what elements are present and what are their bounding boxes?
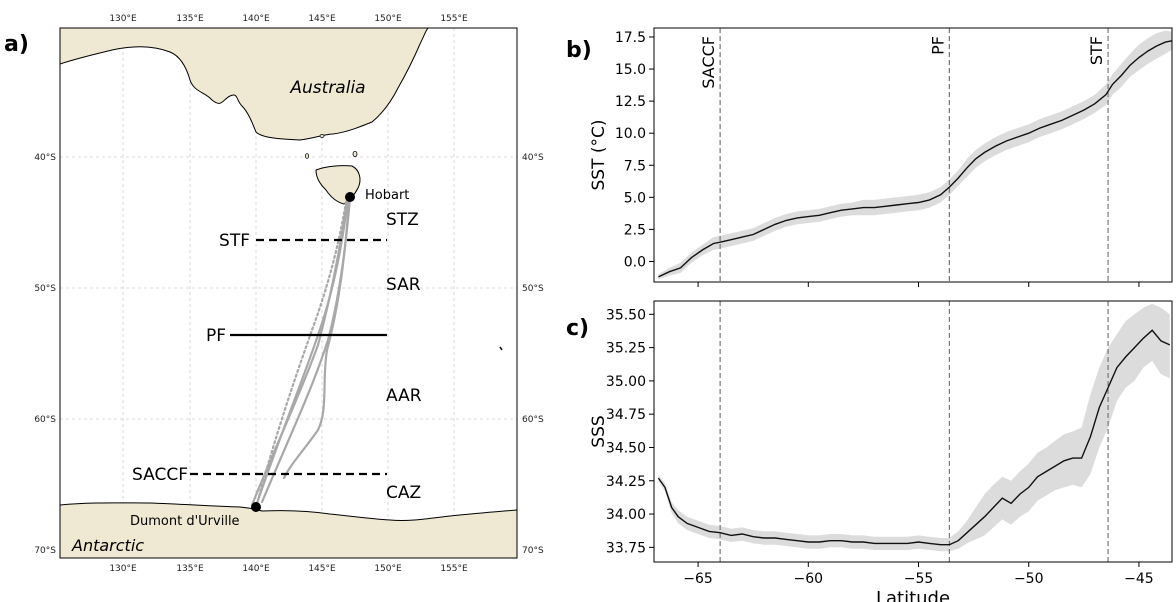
lat-tick-left: 60°S [34, 415, 56, 425]
y-tick-label: 33.75 [606, 540, 646, 556]
hobart-marker [345, 192, 355, 202]
lon-tick-top: 140°E [242, 14, 270, 24]
lon-tick-bottom: 155°E [440, 564, 468, 574]
lon-tick-bottom: 150°E [374, 564, 402, 574]
y-tick-label: 5.0 [624, 190, 646, 206]
lon-tick-bottom: 135°E [176, 564, 204, 574]
dumont-marker [251, 502, 261, 512]
y-tick-label: 0.0 [624, 254, 646, 270]
x-tick-label: −65 [683, 571, 713, 587]
y-tick-label: 12.5 [615, 94, 646, 110]
front-label-stf: STF [219, 231, 250, 251]
axes-frame [653, 27, 1173, 283]
lon-tick-top: 130°E [109, 14, 137, 24]
y-tick-label: 34.25 [606, 474, 646, 490]
dumont-label: Dumont d'Urville [130, 514, 240, 529]
front-label-saccf: SACCF [699, 36, 718, 89]
map-frame [59, 27, 518, 559]
x-tick-label: −60 [794, 571, 824, 587]
zone-label-caz: CAZ [386, 483, 421, 503]
y-tick-label: 34.75 [606, 407, 646, 423]
lon-tick-bottom: 140°E [242, 564, 270, 574]
sst-chart: SACCF PF STF 17.5 15.0 12.5 10.0 7.5 5.0 2.5 0.0 SS… [589, 27, 1173, 287]
lon-tick-top: 145°E [308, 14, 336, 24]
zone-label-sar: SAR [386, 275, 421, 295]
y-tick-label: 2.5 [624, 222, 646, 238]
axes-frame [653, 300, 1173, 563]
map-panel: Australia Antarctic Hobart Dumont d'Urvi… [34, 14, 544, 574]
panel-label-c: c) [566, 316, 590, 341]
y-tick-label: 35.25 [606, 341, 646, 357]
lon-tick-bottom: 145°E [308, 564, 336, 574]
island [319, 134, 325, 138]
y-tick-label: 15.0 [615, 62, 646, 78]
lat-tick-left: 70°S [34, 546, 56, 556]
hobart-label: Hobart [365, 188, 409, 203]
island [352, 150, 358, 157]
australia-landmass [60, 28, 429, 141]
antarctica-landmass [60, 502, 517, 558]
ship-track [256, 200, 348, 502]
x-tick-label: −45 [1124, 571, 1154, 587]
x-axis-label: Latitude [876, 588, 950, 602]
ship-tracks [250, 196, 352, 508]
panel-label-b: b) [566, 38, 592, 63]
island [304, 153, 309, 159]
lon-tick-top: 155°E [440, 14, 468, 24]
uncertainty-band [658, 303, 1170, 552]
sss-chart: 35.50 35.25 35.00 34.75 34.50 34.25 34.00 33.75… [589, 300, 1173, 602]
y-tick-label: 35.50 [606, 307, 646, 323]
panel-label-a: a) [4, 32, 29, 57]
y-tick-label: 35.00 [606, 374, 646, 390]
x-tick-label: −50 [1014, 571, 1044, 587]
front-label-saccf: SACCF [132, 465, 188, 485]
y-tick-label: 10.0 [615, 126, 646, 142]
zone-label-aar: AAR [386, 386, 422, 406]
lon-tick-bottom: 130°E [109, 564, 137, 574]
zone-label-stz: STZ [386, 210, 419, 230]
island [499, 346, 503, 351]
ship-track [282, 198, 351, 480]
lat-tick-right: 40°S [522, 153, 544, 163]
antarctic-label: Antarctic [71, 536, 144, 555]
lon-tick-top: 150°E [374, 14, 402, 24]
y-axis-label: SSS [589, 415, 609, 447]
lat-tick-right: 70°S [522, 546, 544, 556]
front-label-pf: PF [206, 326, 226, 346]
lat-tick-left: 40°S [34, 153, 56, 163]
uncertainty-band [658, 30, 1172, 280]
lat-tick-right: 60°S [522, 415, 544, 425]
lon-tick-top: 135°E [176, 14, 204, 24]
y-tick-label: 34.50 [606, 440, 646, 456]
front-label-pf: PF [928, 36, 947, 55]
series-line [658, 40, 1173, 278]
front-label-stf: STF [1087, 36, 1106, 65]
australia-label: Australia [289, 78, 365, 98]
ship-track [250, 198, 349, 507]
x-tick-label: −55 [904, 571, 934, 587]
lat-tick-left: 50°S [34, 284, 56, 294]
y-tick-label: 17.5 [615, 30, 646, 46]
series-line [657, 329, 1171, 546]
lat-tick-right: 50°S [522, 284, 544, 294]
y-tick-label: 7.5 [624, 158, 646, 174]
y-axis-label: SST (°C) [589, 119, 609, 190]
y-tick-label: 34.00 [606, 507, 646, 523]
